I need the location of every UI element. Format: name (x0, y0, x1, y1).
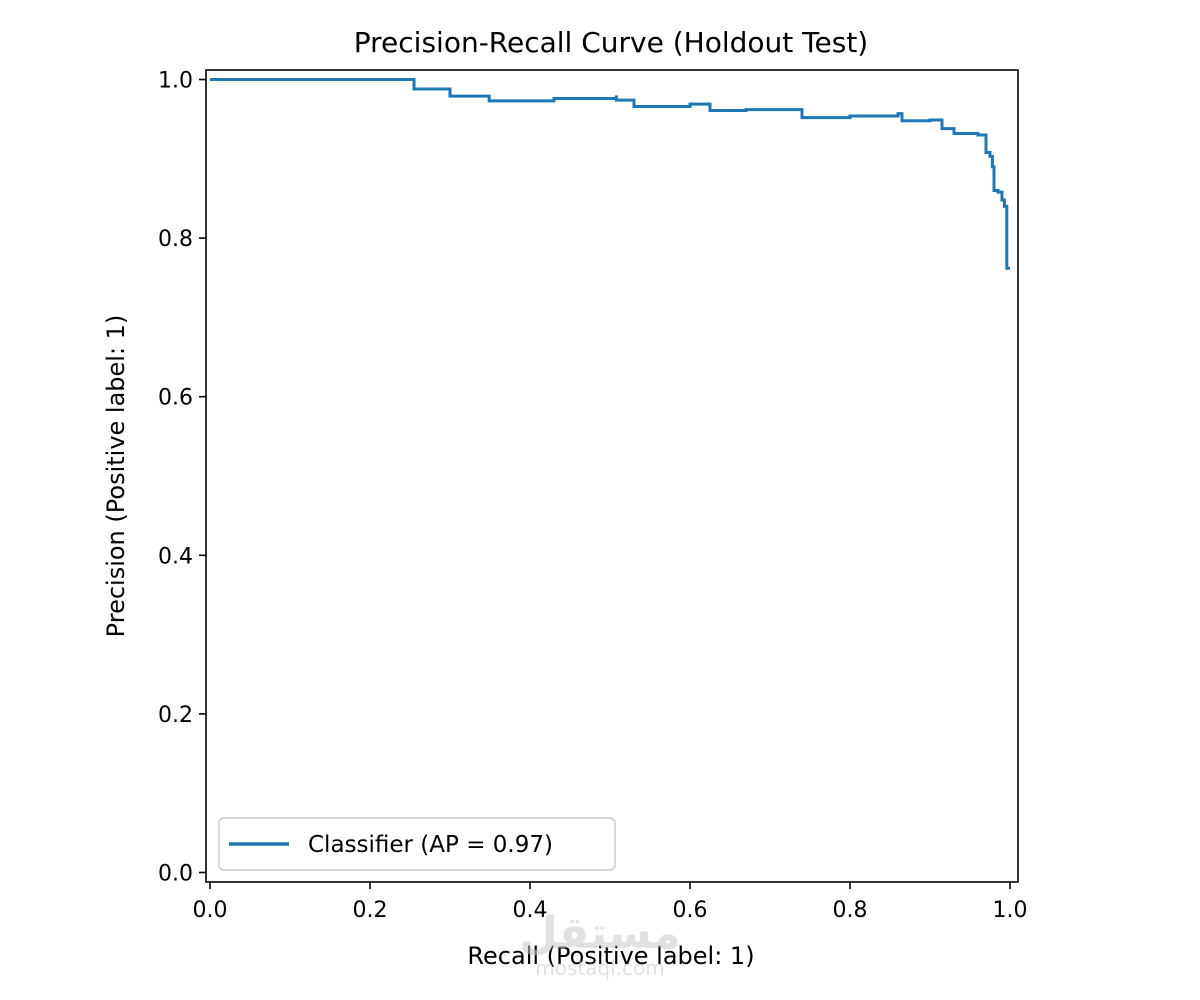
y-tick-label: 0.2 (158, 703, 193, 728)
y-axis-label: Precision (Positive label: 1) (102, 315, 130, 638)
plot-area (206, 70, 1018, 882)
axes-frame (205, 69, 1019, 883)
watermark: مستقل mostaql.com (520, 908, 681, 980)
x-tick-label: 0.2 (353, 898, 388, 923)
y-tick-label: 0.0 (158, 861, 193, 886)
y-tick-label: 0.8 (158, 227, 193, 252)
x-tick-label: 0.0 (193, 898, 228, 923)
legend: Classifier (AP = 0.97) (218, 817, 616, 871)
series-line-0 (210, 78, 1010, 270)
x-tick-label: 0.8 (833, 898, 868, 923)
chart-title: Precision-Recall Curve (Holdout Test) (354, 26, 868, 59)
watermark-site: mostaql.com (535, 956, 665, 980)
x-tick-label: 0.4 (513, 898, 548, 923)
x-tick-label: 1.0 (993, 898, 1028, 923)
y-tick-label: 1.0 (158, 69, 193, 94)
legend-box (218, 817, 616, 871)
y-tick-label: 0.4 (158, 544, 193, 569)
y-axis-ticks: 0.0 0.2 0.4 0.6 0.8 1.0 (158, 69, 206, 886)
x-axis-ticks: 0.0 0.2 0.4 0.6 0.8 1.0 (193, 882, 1028, 923)
x-axis-label: Recall (Positive label: 1) (467, 942, 754, 970)
x-tick-label: 0.6 (673, 898, 708, 923)
y-tick-label: 0.6 (158, 386, 193, 411)
series-group (210, 78, 1010, 270)
legend-label: Classifier (AP = 0.97) (308, 832, 553, 858)
watermark-arabic: مستقل (520, 908, 681, 959)
